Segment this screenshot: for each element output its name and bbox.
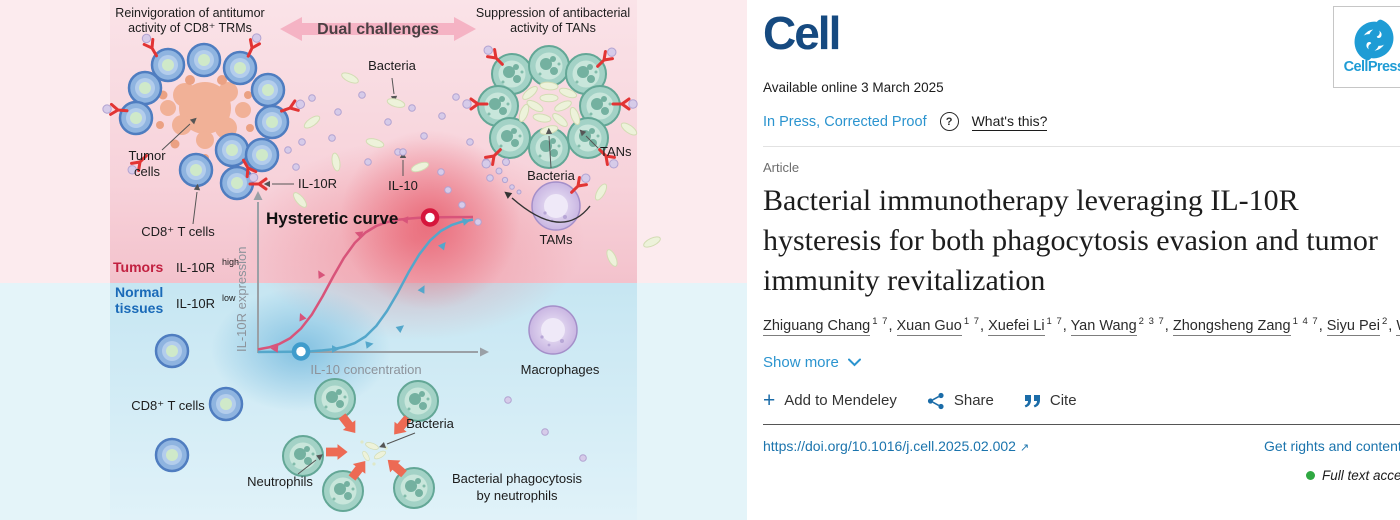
tam-cell: TAMs <box>495 158 594 247</box>
available-online-date: Available online 3 March 2025 <box>763 80 944 95</box>
share-button[interactable]: Share <box>927 392 994 410</box>
help-icon[interactable]: ? <box>939 112 959 131</box>
author-link[interactable]: Xuan Guo 1 7 <box>896 316 988 336</box>
cite-button[interactable]: Cite <box>1024 392 1077 409</box>
plus-icon: + <box>763 389 776 413</box>
header-left-line2: activity of CD8⁺ TRMs <box>128 21 252 35</box>
article-title: Bacterial immunotherapy leveraging IL-10… <box>763 184 1378 297</box>
doi-row: https://doi.org/10.1016/j.cell.2025.02.0… <box>763 438 1400 454</box>
full-text-access-label: Full text access <box>1321 468 1400 484</box>
article-type-label: Article <box>763 160 800 175</box>
label-macrophages: Macrophages <box>521 362 600 377</box>
tissue-legend: Tumors IL-10R high Normal tissues IL-10R… <box>113 257 239 316</box>
header-divider <box>763 146 1400 147</box>
cite-quote-icon <box>1024 394 1040 408</box>
graphical-abstract[interactable]: Reinvigoration of antitumor activity of … <box>0 0 747 520</box>
external-link-icon: ↗ <box>1019 442 1030 455</box>
chevron-down-icon <box>847 358 861 367</box>
add-to-mendeley-button[interactable]: + Add to Mendeley <box>763 389 897 413</box>
label-cd8-bottom: CD8⁺ T cells <box>131 398 205 413</box>
label-normal-2: tissues <box>115 300 163 316</box>
cell-journal-logo[interactable]: Cell <box>763 7 841 59</box>
dual-challenges-arrow <box>280 17 476 41</box>
label-tumors: Tumors <box>113 259 164 275</box>
masthead: Cell Available online 3 March 2025 In Pr… <box>763 4 1400 131</box>
doi-link[interactable]: https://doi.org/10.1016/j.cell.2025.02.0… <box>763 438 1016 455</box>
author-link[interactable]: Zhongsheng Zang 1 4 7 <box>1172 316 1327 336</box>
author-link[interactable]: Siyu Pei 2 <box>1326 316 1396 336</box>
label-il10r-high: IL-10R <box>176 260 215 275</box>
label-normal-1: Normal <box>115 284 163 300</box>
dual-challenges-header: Reinvigoration of antitumor activity of … <box>115 6 630 41</box>
header-right-line2: activity of TANs <box>510 21 596 35</box>
label-bacteria-bottom: Bacteria <box>406 416 454 431</box>
high-state-marker <box>420 208 440 227</box>
x-axis-label: IL-10 concentration <box>310 362 421 377</box>
label-il10r-low-sup: low <box>222 293 236 303</box>
open-access-dot-icon <box>1305 471 1315 481</box>
cellpress-wordmark: CellPress <box>1343 59 1400 75</box>
label-phagocytosis-1: Bacterial phagocytosis <box>452 471 583 486</box>
curve-title: Hysteretic curve <box>266 209 398 228</box>
author-link[interactable]: Zhiguang Chang 1 7 <box>763 316 897 336</box>
show-more-button[interactable]: Show more <box>763 354 861 371</box>
label-tumor-cells-2: cells <box>134 164 161 179</box>
cellpress-logo[interactable]: CellPress <box>1333 6 1400 88</box>
author-link[interactable]: Yan Wang 2 3 7 <box>1070 316 1173 336</box>
hysteresis-chart: Hysteretic curve IL-10R expression IL-10… <box>234 191 489 377</box>
label-tans: TANs <box>600 144 632 159</box>
access-row: Full text access <box>763 468 1400 483</box>
label-cd8-t-cells: CD8⁺ T cells <box>141 224 215 239</box>
dual-challenges-label: Dual challenges <box>317 21 439 38</box>
share-icon <box>927 392 944 410</box>
low-state-marker <box>291 342 311 361</box>
label-tumor-cells-1: Tumor <box>128 148 166 163</box>
in-press-link[interactable]: In Press, Corrected Proof <box>763 113 927 130</box>
label-il10r: IL-10R <box>298 176 337 191</box>
actions-divider <box>763 424 1400 426</box>
label-neutrophils: Neutrophils <box>247 474 313 489</box>
label-bacteria-right: Bacteria <box>527 168 575 183</box>
y-axis-label: IL-10R expression <box>234 247 249 353</box>
whats-this-link[interactable]: What's this? <box>971 112 1048 131</box>
left-cluster-labels: Tumor cells CD8⁺ T cells IL-10R IL-10 Ba… <box>128 58 417 239</box>
header-right-line1: Suppression of antibacterial <box>476 6 630 20</box>
label-tams: TAMs <box>540 232 573 247</box>
label-il10r-low: IL-10R <box>176 296 215 311</box>
article-info-panel: Cell Available online 3 March 2025 In Pr… <box>747 0 1400 520</box>
label-il10: IL-10 <box>388 178 418 193</box>
action-toolbar: + Add to Mendeley Share Cite <box>763 390 1400 411</box>
header-left-line1: Reinvigoration of antitumor <box>115 6 264 20</box>
bottom-zone: Macrophages CD8⁺ T cells Neutrophils Bac… <box>131 305 600 512</box>
label-phagocytosis-2: by neutrophils <box>477 488 558 503</box>
get-rights-link[interactable]: Get rights and content <box>1264 438 1400 455</box>
label-bacteria-top: Bacteria <box>368 58 416 73</box>
label-il10r-high-sup: high <box>222 257 239 267</box>
author-link[interactable]: Weiqi Lu1 <box>1396 317 1400 336</box>
author-link[interactable]: Xuefei Li 1 7 <box>988 316 1071 336</box>
cellpress-swoosh-icon <box>1354 19 1394 61</box>
right-cluster-labels: TANs Bacteria <box>527 127 632 183</box>
